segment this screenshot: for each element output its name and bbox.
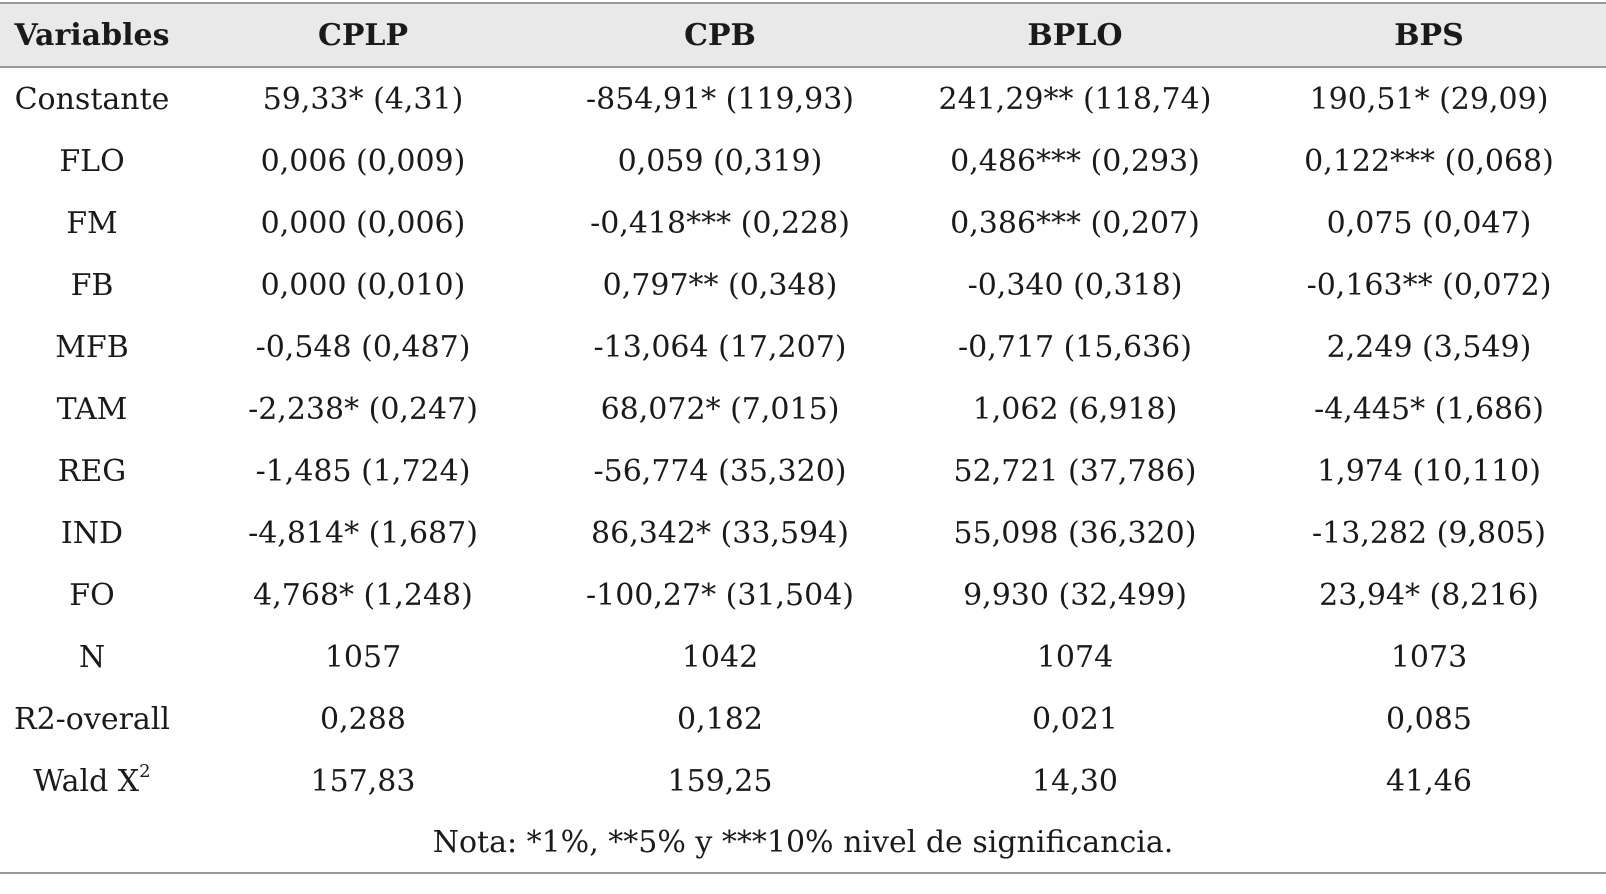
header-bplo: BPLO	[898, 2, 1252, 68]
table-cell: 86,342* (33,594)	[591, 515, 849, 551]
header-bps: BPS	[1252, 2, 1606, 68]
table-cell: 1073	[1390, 639, 1468, 675]
table-cell: 0,288	[320, 701, 406, 737]
table-cell: 190,51* (29,09)	[1309, 81, 1549, 117]
table-cell: -4,814* (1,687)	[248, 515, 478, 551]
row-variable-cell: MFB	[55, 329, 129, 365]
table-cell: 0,182	[677, 701, 763, 737]
note-row: Nota: *1%, **5% y ***10% nivel de signif…	[0, 812, 1606, 874]
table-cell: -0,548 (0,487)	[255, 329, 471, 365]
table-cell: 0,085	[1386, 701, 1472, 737]
row-variable-cell: FB	[70, 267, 114, 303]
table-cell: 1042	[681, 639, 759, 675]
table-row: R2-overall 0,288 0,182 0,021 0,085	[0, 688, 1606, 750]
table-row: FM 0,000 (0,006) -0,418*** (0,228) 0,386…	[0, 192, 1606, 254]
table-footer: Nota: *1%, **5% y ***10% nivel de signif…	[0, 812, 1606, 874]
table-row: FLO 0,006 (0,009) 0,059 (0,319) 0,486***…	[0, 130, 1606, 192]
row-variable-cell: FO	[69, 577, 115, 613]
table-cell: 1,062 (6,918)	[972, 391, 1178, 427]
table-row: MFB -0,548 (0,487) -13,064 (17,207) -0,7…	[0, 316, 1606, 378]
table-cell: 4,768* (1,248)	[253, 577, 473, 613]
table-cell: -13,064 (17,207)	[593, 329, 847, 365]
table-cell: 241,29** (118,74)	[938, 81, 1212, 117]
table-cell: -56,774 (35,320)	[593, 453, 847, 489]
table-cell: 9,930 (32,499)	[963, 577, 1187, 613]
table-cell: -1,485 (1,724)	[255, 453, 471, 489]
table-cell: 0,797** (0,348)	[602, 267, 838, 303]
table-cell: 159,25	[667, 763, 773, 799]
table-cell: -4,445* (1,686)	[1314, 391, 1544, 427]
table-cell: 0,059 (0,319)	[617, 143, 823, 179]
row-variable-cell: FLO	[59, 143, 125, 179]
header-variables: Variables	[0, 2, 184, 68]
table-cell: 0,000 (0,010)	[260, 267, 466, 303]
row-variable-cell-wald: Wald X2	[0, 750, 184, 812]
table-cell: 0,021	[1032, 701, 1118, 737]
table-row-wald: Wald X2 157,83 159,25 14,30 41,46	[0, 750, 1606, 812]
row-variable-cell: FM	[66, 205, 118, 241]
table-cell: 0,486*** (0,293)	[950, 143, 1200, 179]
table-cell: -0,340 (0,318)	[967, 267, 1183, 303]
table-cell: 0,075 (0,047)	[1326, 205, 1532, 241]
table-cell: -854,91* (119,93)	[585, 81, 855, 117]
table-cell: -13,282 (9,805)	[1312, 515, 1546, 551]
table-cell: -100,27* (31,504)	[585, 577, 855, 613]
table-cell: 23,94* (8,216)	[1319, 577, 1539, 613]
table-row: TAM -2,238* (0,247) 68,072* (7,015) 1,06…	[0, 378, 1606, 440]
table-cell: -0,717 (15,636)	[958, 329, 1192, 365]
table-cell: 0,000 (0,006)	[260, 205, 466, 241]
header-row: Variables CPLP CPB BPLO BPS	[0, 2, 1606, 68]
row-variable-cell: N	[78, 639, 106, 675]
header-cpb: CPB	[542, 2, 898, 68]
table-cell: 1057	[324, 639, 402, 675]
table-cell: 157,83	[310, 763, 416, 799]
table-cell: -0,163** (0,072)	[1306, 267, 1552, 303]
table-cell: 14,30	[1032, 763, 1118, 799]
regression-table: Variables CPLP CPB BPLO BPS Constante 59…	[0, 2, 1606, 874]
table-row: FO 4,768* (1,248) -100,27* (31,504) 9,93…	[0, 564, 1606, 626]
table-cell: 41,46	[1386, 763, 1472, 799]
table-cell: 1,974 (10,110)	[1317, 453, 1541, 489]
row-variable-cell: IND	[60, 515, 124, 551]
table-cell: 55,098 (36,320)	[953, 515, 1197, 551]
table-row: IND -4,814* (1,687) 86,342* (33,594) 55,…	[0, 502, 1606, 564]
table-cell: -0,418*** (0,228)	[590, 205, 850, 241]
table-cell: 1074	[1036, 639, 1114, 675]
table-cell: 0,122*** (0,068)	[1304, 143, 1554, 179]
wald-label: Wald X	[33, 763, 140, 799]
row-variable-cell: REG	[57, 453, 127, 489]
table-row: REG -1,485 (1,724) -56,774 (35,320) 52,7…	[0, 440, 1606, 502]
row-variable-cell: Constante	[14, 81, 170, 117]
header-cplp: CPLP	[184, 2, 542, 68]
table-row: FB 0,000 (0,010) 0,797** (0,348) -0,340 …	[0, 254, 1606, 316]
table-cell: 0,386*** (0,207)	[950, 205, 1200, 241]
table-row: N 1057 1042 1074 1073	[0, 626, 1606, 688]
table-row: Constante 59,33* (4,31) -854,91* (119,93…	[0, 67, 1606, 130]
table-cell: 59,33* (4,31)	[262, 81, 464, 117]
row-variable-cell: TAM	[56, 391, 128, 427]
table-cell: 52,721 (37,786)	[953, 453, 1197, 489]
table-cell: -2,238* (0,247)	[248, 391, 478, 427]
table-cell: 2,249 (3,549)	[1326, 329, 1532, 365]
table-cell: 0,006 (0,009)	[260, 143, 466, 179]
table-header: Variables CPLP CPB BPLO BPS	[0, 2, 1606, 68]
table-cell: 68,072* (7,015)	[600, 391, 840, 427]
wald-superscript: 2	[139, 760, 151, 782]
table-body: Constante 59,33* (4,31) -854,91* (119,93…	[0, 67, 1606, 812]
significance-note: Nota: *1%, **5% y ***10% nivel de signif…	[0, 812, 1606, 874]
row-variable-cell: R2-overall	[14, 701, 170, 737]
